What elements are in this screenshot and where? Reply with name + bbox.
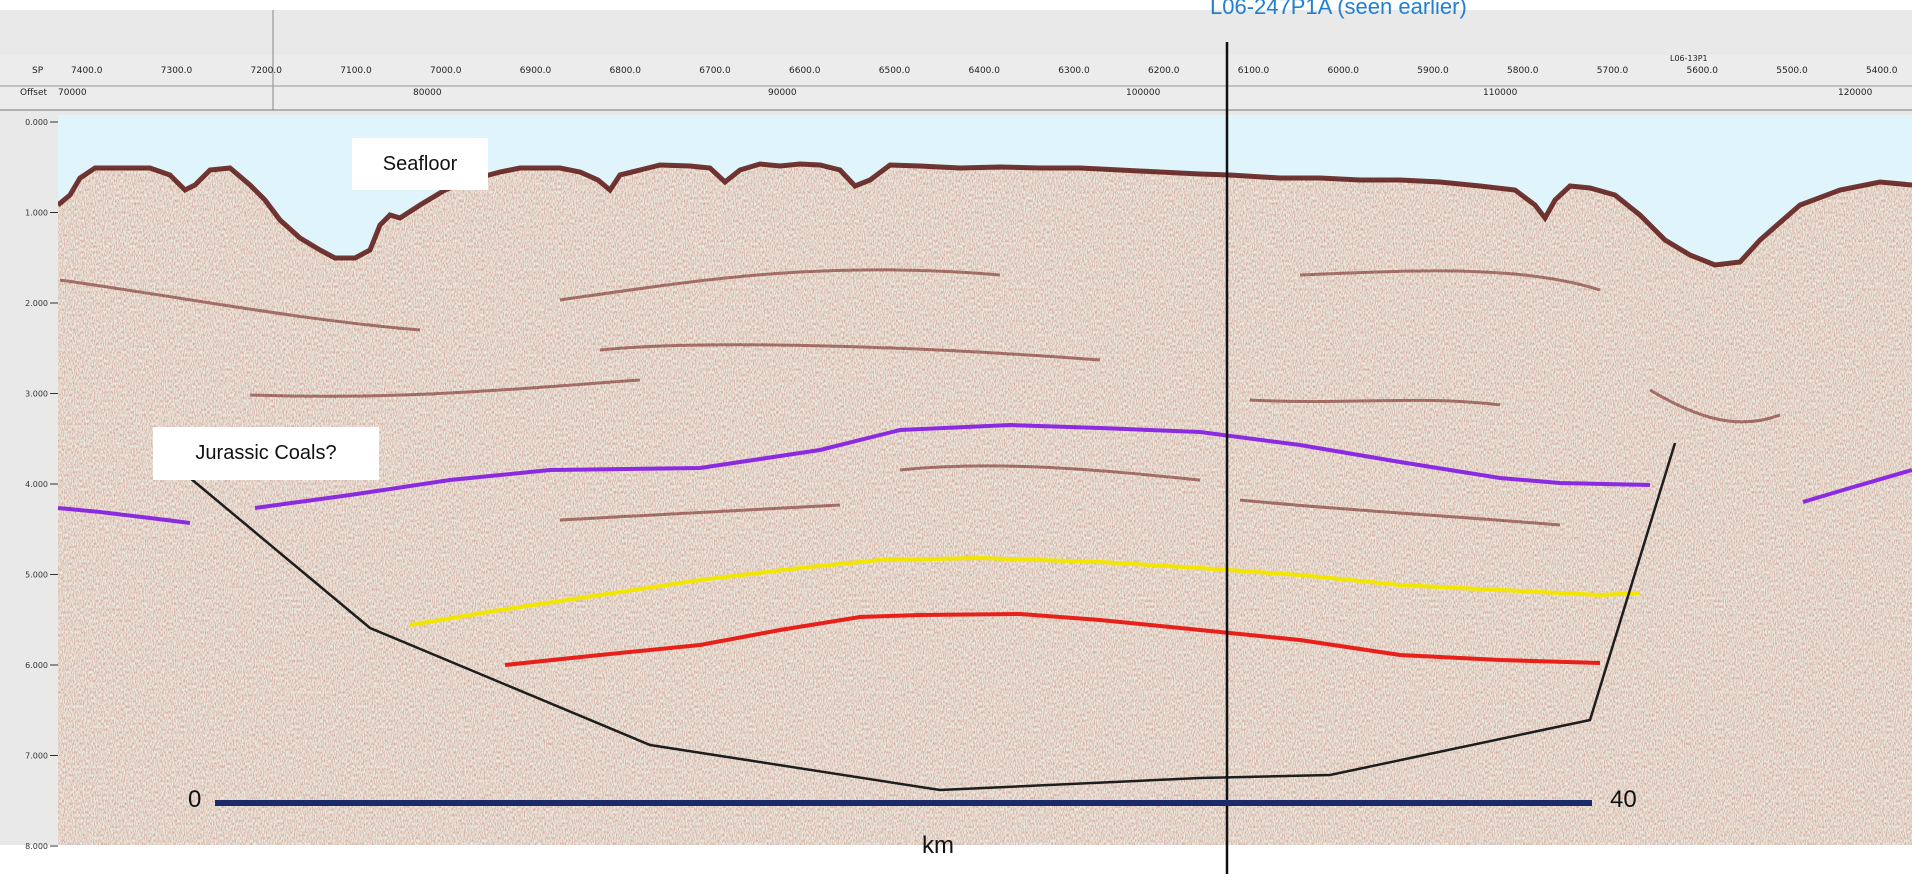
time-tick-label: 6.000	[25, 661, 48, 670]
sp-tick-label: 6500.0	[878, 66, 911, 76]
time-tick-label: 7.000	[25, 752, 48, 761]
time-tick-label: 4.000	[25, 480, 48, 489]
scale-unit-label: km	[922, 832, 954, 859]
offset-tick-label: 80000	[413, 88, 442, 98]
sp-tick-label: 6800.0	[609, 66, 642, 76]
sp-tick-label: 6700.0	[699, 66, 731, 76]
sp-tick-label: 6600.0	[789, 66, 821, 76]
time-tick-label: 5.000	[25, 571, 48, 580]
sp-row-label: SP	[32, 66, 44, 76]
seafloor-reflector	[58, 161, 1912, 268]
time-tick-label: 1.000	[25, 209, 48, 218]
time-axis: 0.000 1.000 2.000 3.000 4.000 5.000 6.000 7.000…	[25, 118, 58, 851]
sp-tick-label: 6100.0	[1237, 66, 1270, 76]
time-tick-label: 2.000	[25, 299, 48, 308]
sp-tick-label: 5900.0	[1417, 66, 1449, 76]
red-horizon	[504, 611, 1601, 667]
purple-horizon-left	[57, 506, 191, 525]
sp-tick-label: 5500.0	[1776, 66, 1808, 76]
yellow-horizon	[409, 555, 1641, 627]
purple-horizon	[254, 422, 1651, 510]
sp-tick-label: 5800.0	[1507, 66, 1539, 76]
scale-start-label: 0	[188, 786, 202, 813]
seafloor-label: Seafloor	[352, 138, 488, 190]
offset-tick-label: 70000	[58, 88, 87, 98]
sp-tick-label: 5700.0	[1596, 66, 1629, 76]
sp-tick-label: 5400.0	[1866, 66, 1898, 76]
line-label[interactable]: L06-247P1A (seen earlier)	[1210, 0, 1467, 19]
ruler-strip	[0, 55, 1912, 110]
water-column	[58, 115, 1912, 265]
time-tick-label: 8.000	[25, 842, 48, 851]
sp-tick-label: 6400.0	[968, 66, 1001, 76]
seismic-reflectors	[59, 268, 1781, 527]
scale-end-label: 40	[1610, 786, 1637, 813]
offset-tick-label: 120000	[1838, 88, 1873, 98]
offset-tick-label: 90000	[768, 88, 797, 98]
sp-tick-label: 5600.0	[1686, 66, 1719, 76]
offset-row-label: Offset	[20, 88, 48, 98]
time-tick-label: 0.000	[25, 118, 48, 127]
crossing-line-label: L06-13P1	[1670, 54, 1708, 63]
sp-tick-label: 7300.0	[160, 66, 193, 76]
sp-tick-label: 6900.0	[519, 66, 552, 76]
jurassic-coals-label: Jurassic Coals?	[153, 427, 379, 480]
offset-tick-label: 110000	[1483, 88, 1518, 98]
time-tick-label: 3.000	[25, 390, 48, 399]
sp-tick-label: 6000.0	[1327, 66, 1360, 76]
sp-tick-label: 7400.0	[71, 66, 103, 76]
sp-tick-label: 7200.0	[250, 66, 283, 76]
sp-tick-label: 7000.0	[430, 66, 462, 76]
sp-tick-label: 6300.0	[1058, 66, 1090, 76]
sp-tick-label: 6200.0	[1148, 66, 1180, 76]
basin-outline	[189, 442, 1677, 792]
sp-tick-label: 7100.0	[340, 66, 372, 76]
offset-tick-label: 100000	[1126, 88, 1161, 98]
purple-horizon-right	[1802, 468, 1912, 504]
